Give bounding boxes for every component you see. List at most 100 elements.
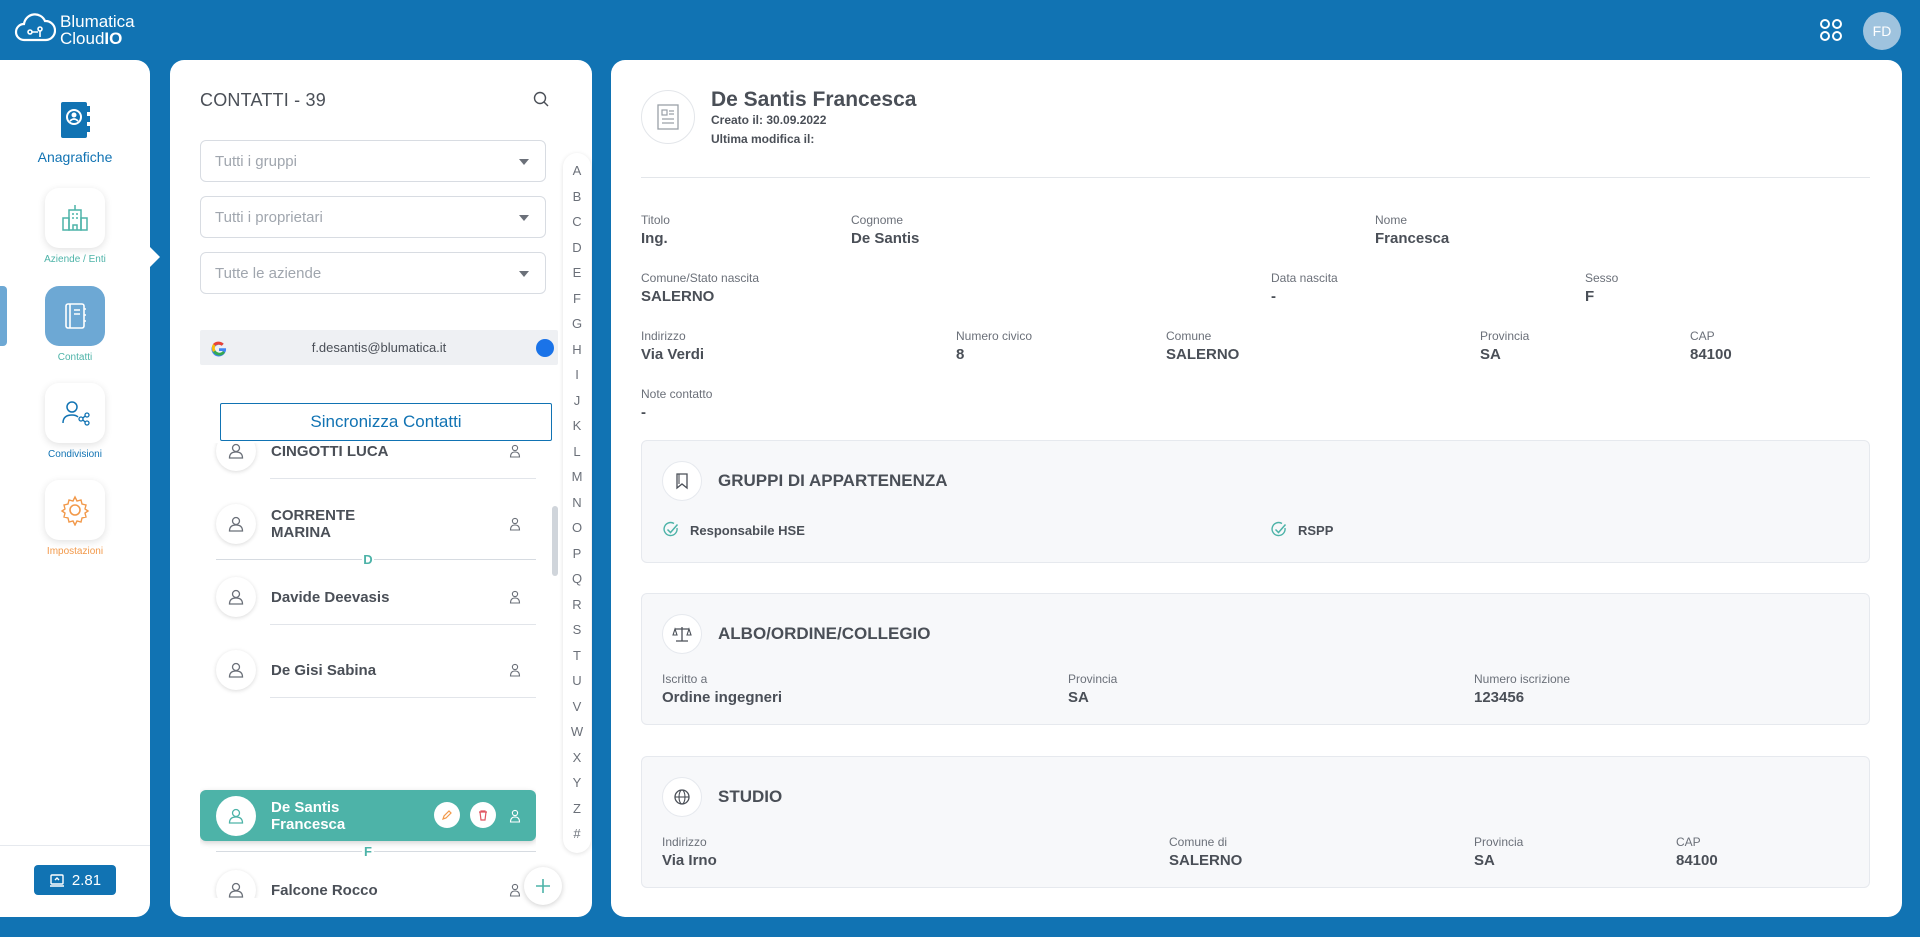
nav-aziende[interactable]: Aziende / Enti bbox=[30, 188, 120, 265]
field-studio-indirizzo: Indirizzo Via Irno bbox=[662, 835, 717, 869]
groups-title: GRUPPI DI APPARTENENZA bbox=[718, 471, 948, 490]
avatar bbox=[216, 504, 256, 544]
search-icon[interactable] bbox=[532, 90, 550, 108]
list-item[interactable]: De Gisi Sabina bbox=[200, 642, 536, 698]
field-cognome: Cognome De Santis bbox=[851, 213, 920, 247]
avatar bbox=[216, 443, 256, 471]
google-account-bar[interactable]: f.desantis@blumatica.it bbox=[200, 330, 558, 365]
alpha-letter[interactable]: H bbox=[572, 342, 582, 357]
nav-condivisioni-label: Condivisioni bbox=[48, 449, 102, 460]
alpha-letter[interactable]: P bbox=[572, 546, 582, 561]
field-data-nascita: Data nascita - bbox=[1271, 271, 1338, 305]
user-icon bbox=[228, 589, 244, 605]
alpha-letter[interactable]: L bbox=[573, 444, 581, 459]
groups-card: GRUPPI DI APPARTENENZA Responsabile HSE … bbox=[641, 440, 1870, 563]
alpha-letter[interactable]: N bbox=[572, 495, 582, 510]
app-logo[interactable]: Blumatica CloudIO bbox=[14, 10, 135, 50]
nav-condivisioni[interactable]: Condivisioni bbox=[30, 383, 120, 460]
nav-contatti[interactable]: Contatti bbox=[30, 286, 120, 363]
field-numero-civico: Numero civico 8 bbox=[956, 329, 1033, 363]
groups-filter-select[interactable]: Tutti i gruppi bbox=[200, 140, 546, 182]
pencil-icon bbox=[442, 810, 452, 820]
list-item-selected[interactable]: De Santis Francesca bbox=[200, 790, 536, 841]
share-user-icon bbox=[62, 401, 90, 426]
account-icon[interactable] bbox=[536, 339, 554, 357]
alpha-letter[interactable]: # bbox=[573, 826, 581, 841]
contact-name: Davide Deevasis bbox=[271, 589, 390, 606]
letter-divider-f: F bbox=[200, 845, 536, 859]
alpha-letter[interactable]: U bbox=[572, 673, 582, 688]
owner-icon bbox=[509, 809, 521, 823]
alpha-letter[interactable]: S bbox=[572, 622, 582, 637]
scale-icon bbox=[672, 627, 692, 642]
alpha-letter[interactable]: I bbox=[575, 367, 579, 382]
groups-filter-placeholder: Tutti i gruppi bbox=[215, 152, 297, 170]
alpha-letter[interactable]: K bbox=[572, 418, 582, 433]
letter-divider-d: D bbox=[200, 553, 536, 567]
alpha-letter[interactable]: X bbox=[572, 750, 582, 765]
building-icon bbox=[62, 205, 88, 231]
list-item[interactable]: CORRENTE MARINA bbox=[200, 496, 536, 552]
field-comune: Comune SALERNO bbox=[1166, 329, 1240, 363]
alpha-letter[interactable]: V bbox=[572, 699, 582, 714]
list-scrollbar[interactable] bbox=[552, 506, 558, 576]
alpha-letter[interactable]: O bbox=[571, 520, 583, 535]
delete-button[interactable] bbox=[470, 802, 496, 828]
field-studio-provincia: Provincia SA bbox=[1474, 835, 1524, 869]
nav-anagrafiche[interactable]: Anagrafiche bbox=[25, 98, 125, 165]
user-avatar[interactable]: FD bbox=[1863, 12, 1901, 50]
field-comune-nascita: Comune/Stato nascita SALERNO bbox=[641, 271, 760, 305]
check-circle-icon bbox=[1271, 521, 1287, 537]
alpha-letter[interactable]: C bbox=[572, 214, 582, 229]
alpha-letter[interactable]: J bbox=[573, 393, 581, 408]
nav-anagrafiche-label: Anagrafiche bbox=[37, 149, 113, 165]
alpha-letter[interactable]: Q bbox=[571, 571, 583, 586]
alpha-letter[interactable]: Y bbox=[572, 775, 582, 790]
list-item[interactable]: CINGOTTI LUCA bbox=[200, 443, 536, 479]
field-indirizzo: Indirizzo Via Verdi bbox=[641, 329, 705, 363]
group-label: RSPP bbox=[1298, 522, 1334, 538]
alpha-letter[interactable]: W bbox=[570, 724, 584, 739]
contacts-list: CINGOTTI LUCA CORRENTE MARINA D Davide D… bbox=[200, 443, 536, 898]
bookmark-icon bbox=[676, 473, 688, 490]
logo-line-2a: Cloud bbox=[60, 29, 105, 48]
header-divider bbox=[641, 177, 1870, 178]
group-label: Responsabile HSE bbox=[690, 522, 805, 538]
alpha-letter[interactable]: R bbox=[572, 597, 582, 612]
alpha-letter[interactable]: T bbox=[573, 648, 581, 663]
edit-button[interactable] bbox=[434, 802, 460, 828]
sync-contacts-button[interactable]: Sincronizza Contatti bbox=[220, 403, 552, 441]
contact-name: CINGOTTI LUCA bbox=[271, 443, 389, 460]
alpha-letter[interactable]: F bbox=[573, 291, 581, 306]
alpha-letter[interactable]: G bbox=[571, 316, 583, 331]
contact-name: De Gisi Sabina bbox=[271, 662, 377, 679]
owners-filter-select[interactable]: Tutti i proprietari bbox=[200, 196, 546, 238]
list-item[interactable]: Falcone Rocco bbox=[200, 862, 536, 898]
active-indicator bbox=[0, 286, 7, 346]
companies-filter-select[interactable]: Tutte le aziende bbox=[200, 252, 546, 294]
alpha-letter[interactable]: M bbox=[571, 469, 583, 484]
alpha-letter[interactable]: A bbox=[572, 163, 582, 178]
alpha-letter[interactable]: E bbox=[572, 265, 582, 280]
list-item[interactable]: Davide Deevasis bbox=[200, 569, 536, 625]
field-numero-iscrizione: Numero iscrizione 123456 bbox=[1474, 672, 1571, 706]
nav-impostazioni[interactable]: Impostazioni bbox=[30, 480, 120, 557]
field-studio-comune: Comune di SALERNO bbox=[1169, 835, 1243, 869]
cloud-logo-icon bbox=[14, 13, 56, 42]
field-studio-cap: CAP 84100 bbox=[1676, 835, 1718, 869]
owner-icon bbox=[509, 517, 521, 531]
version-badge[interactable]: 2.81 bbox=[34, 865, 116, 895]
nav-notch bbox=[150, 247, 160, 267]
alpha-letter[interactable]: Z bbox=[573, 801, 581, 816]
field-iscritto: Iscritto a Ordine ingegneri bbox=[662, 672, 783, 706]
apps-grid-icon[interactable] bbox=[1819, 18, 1843, 42]
alpha-letter[interactable]: D bbox=[572, 240, 582, 255]
chevron-down-icon bbox=[519, 271, 529, 277]
created-date: Creato il: 30.09.2022 bbox=[711, 113, 827, 127]
add-contact-button[interactable] bbox=[524, 867, 562, 905]
user-icon bbox=[228, 808, 244, 824]
letter-f: F bbox=[364, 844, 372, 859]
alpha-letter[interactable]: B bbox=[572, 189, 582, 204]
avatar bbox=[216, 870, 256, 898]
left-navigation: Anagrafiche Aziende / Enti Contatti bbox=[0, 60, 150, 917]
